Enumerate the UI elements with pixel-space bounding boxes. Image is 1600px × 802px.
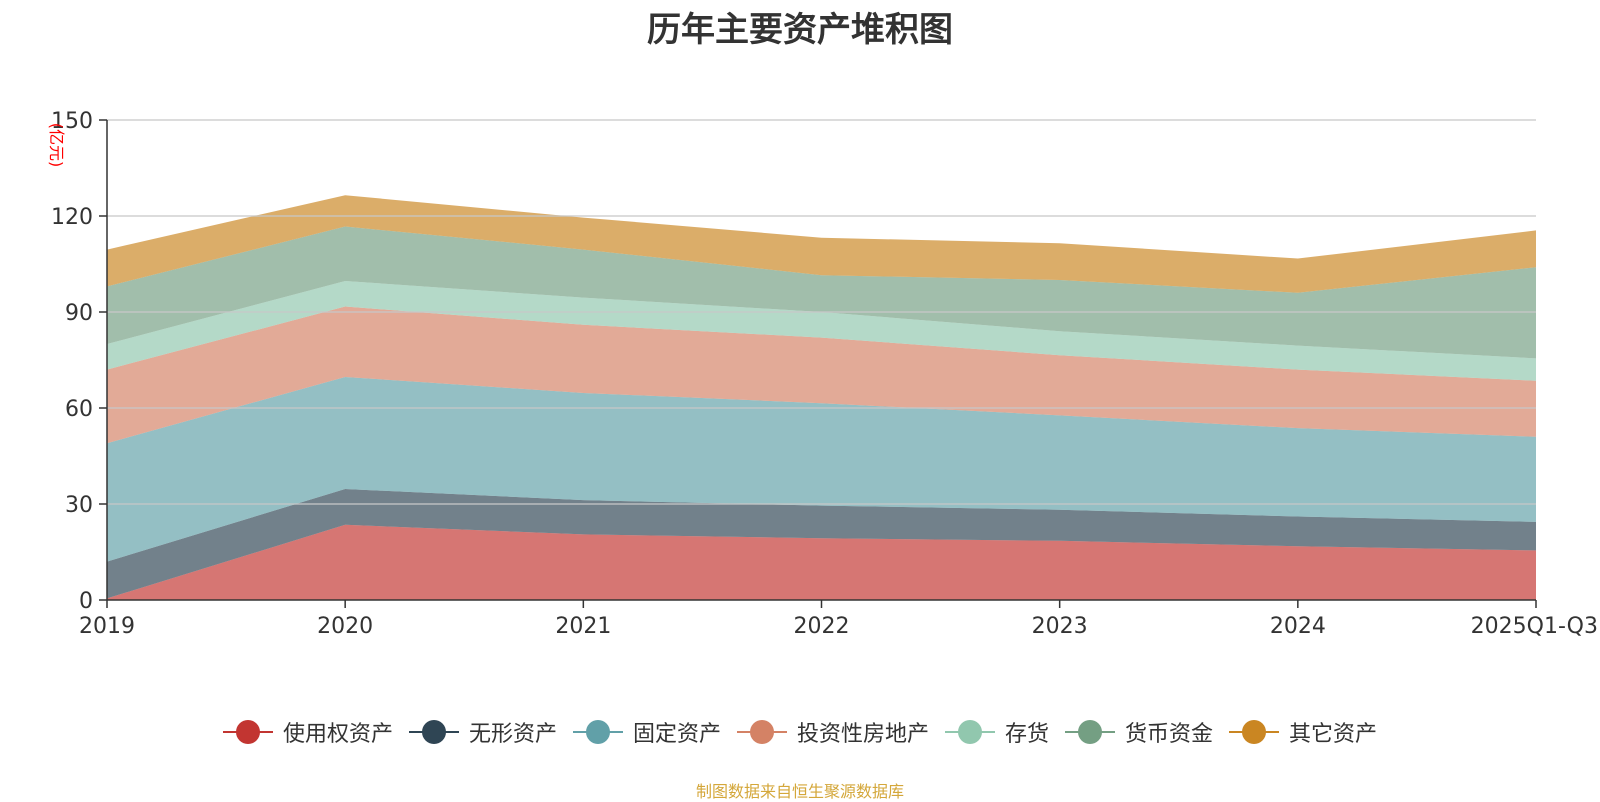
legend-marker-icon xyxy=(408,720,459,744)
legend-label: 货币资金 xyxy=(1125,722,1214,747)
legend-label: 无形资产 xyxy=(468,722,557,747)
legend-item-5[interactable]: 货币资金 xyxy=(1065,716,1213,748)
legend-label: 其它资产 xyxy=(1289,722,1378,747)
legend-marker-icon xyxy=(572,720,623,744)
legend-item-1[interactable]: 无形资产 xyxy=(408,716,557,748)
x-tick-label-2: 2021 xyxy=(555,614,611,639)
area-series-1 xyxy=(107,488,1536,599)
area-series-0 xyxy=(107,524,1536,600)
x-tick-label-3: 2022 xyxy=(794,614,850,639)
area-series-2 xyxy=(107,376,1536,562)
legend-marker-icon xyxy=(736,720,787,744)
area-series-4 xyxy=(107,280,1536,381)
legend-label: 固定资产 xyxy=(632,722,721,747)
legend-label: 使用权资产 xyxy=(282,722,393,747)
y-tick-label-4: 120 xyxy=(51,205,93,230)
x-tick-label-4: 2023 xyxy=(1032,614,1088,639)
y-tick-label-0: 0 xyxy=(79,589,93,614)
area-series-3 xyxy=(107,306,1536,444)
stacked-area-chart: 0 30 60 90 120 150 2019 2020 2021 2022 2023 2024 202… xyxy=(47,109,1598,639)
y-tick-label-1: 30 xyxy=(65,493,93,518)
x-tick-label-6: 2025Q1-Q3 xyxy=(1471,614,1598,639)
y-unit-label: (亿元) xyxy=(47,123,66,168)
source-note: 制图数据来自恒生聚源数据库 xyxy=(695,782,904,801)
y-tick-label-3: 90 xyxy=(65,301,93,326)
legend-label: 投资性房地产 xyxy=(796,722,929,747)
legend-item-6[interactable]: 其它资产 xyxy=(1229,716,1377,748)
y-tick-label-5: 150 xyxy=(51,109,93,134)
area-series-5 xyxy=(107,226,1536,359)
legend-item-3[interactable]: 投资性房地产 xyxy=(736,716,929,748)
legend-item-2[interactable]: 固定资产 xyxy=(572,716,721,748)
legend-label: 存货 xyxy=(1005,722,1050,747)
x-tick-label-1: 2020 xyxy=(317,614,373,639)
chart-title: 历年主要资产堆积图 xyxy=(647,10,953,50)
legend-item-0[interactable]: 使用权资产 xyxy=(222,716,393,748)
y-tick-label-2: 60 xyxy=(65,397,93,422)
legend-marker-icon xyxy=(1229,720,1280,744)
x-tick-label-0: 2019 xyxy=(79,614,135,639)
legend-marker-icon xyxy=(1065,720,1116,744)
x-tick-label-5: 2024 xyxy=(1270,614,1326,639)
legend: 使用权资产 无形资产 固定资产 投资性房地产 存货 货币资金 其它资产 xyxy=(0,716,1600,748)
legend-marker-icon xyxy=(945,720,995,744)
area-series-6 xyxy=(107,195,1536,293)
legend-item-4[interactable]: 存货 xyxy=(945,716,1049,748)
legend-marker-icon xyxy=(222,720,273,744)
